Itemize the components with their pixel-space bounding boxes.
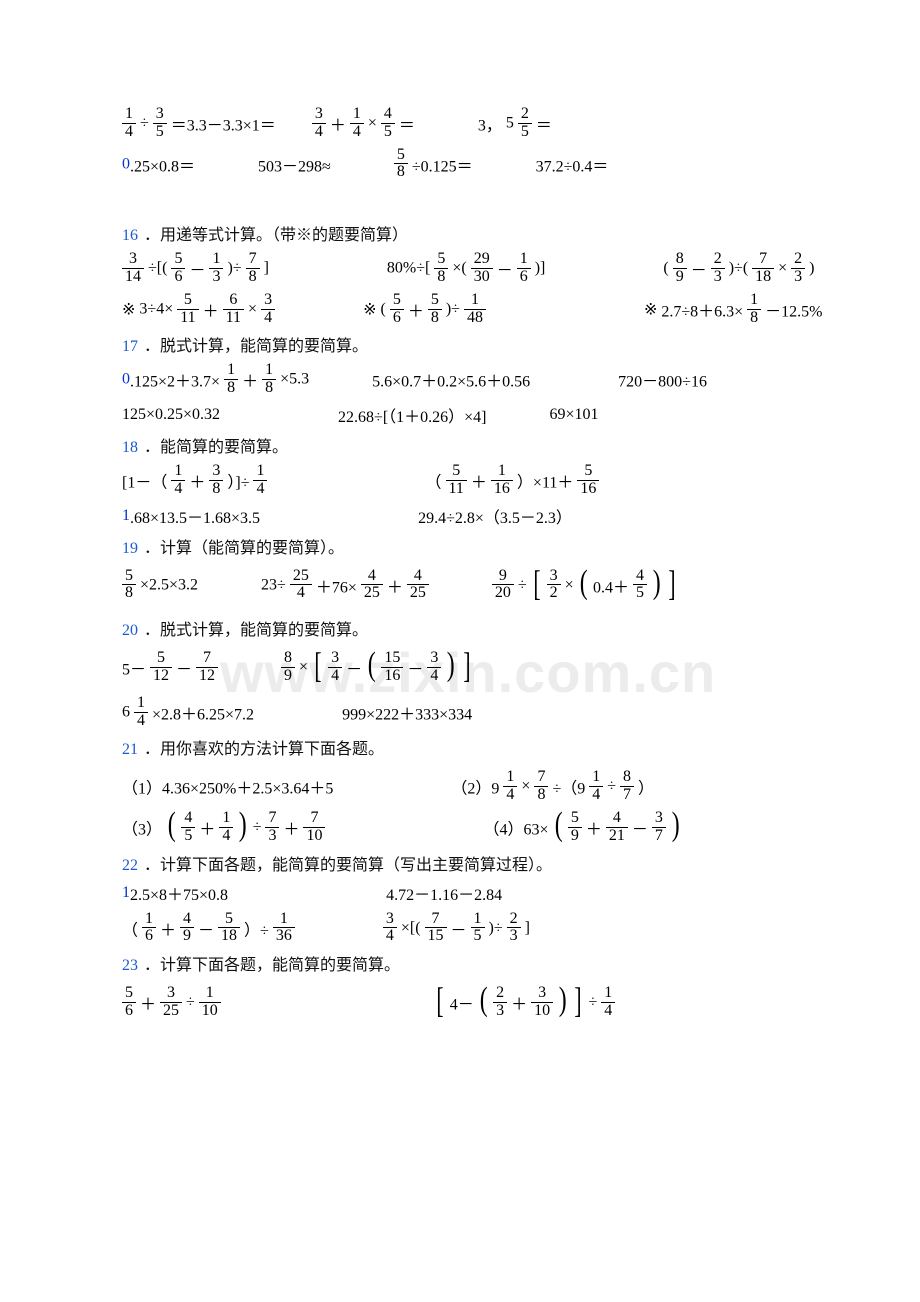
problem-heading: 21．用你喜欢的方法计算下面各题。 <box>122 735 805 759</box>
expr: ＝3.3－3.3×1＝ <box>171 117 276 134</box>
problem-heading: 22．计算下面各题，能简算的要简算（写出主要简算过程）。 <box>122 851 805 875</box>
expr-row: 6 14 ×2.8＋6.25×7.2 999×222＋333×334 <box>122 695 805 730</box>
expr-row: 5－ 512 － 712 89 × [ 34 － ( 1516 － 34 ) ] <box>122 650 805 685</box>
expr-row: 0.25×0.8＝ 503－298≈ 58 ÷0.125＝ 37.2÷0.4＝ <box>122 147 805 182</box>
expr-row: 12.5×8＋75×0.8 4.72－1.16－2.84 <box>122 881 805 905</box>
expr-row: 1.68×13.5－1.68×3.5 29.4÷2.8×（3.5－2.3） <box>122 504 805 528</box>
expr-row: （3） ( 45 ＋ 14 ) ÷ 73 ＋ 710 （4）63× ( 59 ＋… <box>122 810 805 845</box>
fraction: 14 <box>122 106 136 141</box>
problem-heading: 20．脱式计算，能简算的要简算。 <box>122 616 805 640</box>
expr-row: 58 ×2.5×3.2 23÷ 254 ＋76× 425 ＋ 425 920 ÷… <box>122 568 805 603</box>
problem-heading: 17．脱式计算，能简算的要简算。 <box>122 332 805 356</box>
expr-row: 14 ÷ 35 ＝3.3－3.3×1＝ 34 ＋ 14 × 45 ＝ 3， 5 … <box>122 106 805 141</box>
expr-row: 314 ÷[( 56 － 13 )÷ 78 ] 80%÷[ 58 ×( 2930… <box>122 251 805 286</box>
expr-row: （ 16 ＋ 49 － 518 ）÷ 136 34 ×[( 715 － 15 )… <box>122 911 805 946</box>
expr-row: （1）4.36×250%＋2.5×3.64＋5 （2）9 14 × 78 ÷（9… <box>122 769 805 804</box>
problem-heading: 16．用递等式计算。（带※的题要简算） <box>122 221 805 245</box>
document-body: 14 ÷ 35 ＝3.3－3.3×1＝ 34 ＋ 14 × 45 ＝ 3， 5 … <box>122 106 805 1020</box>
expr-row: 0.125×2＋3.7× 18 ＋ 18 ×5.3 5.6×0.7＋0.2×5.… <box>122 362 805 397</box>
problem-heading: 19．计算（能简算的要简算）。 <box>122 534 805 558</box>
expr-row: ※ 3÷4× 511 ＋ 611 × 34 ※ ( 56 ＋ 58 )÷ 148… <box>122 292 805 327</box>
expr-row: [1－（ 14 ＋ 38 ）]÷ 14 （ 511 ＋ 116 ）×11＋ 51… <box>122 463 805 498</box>
expr-row: 56 ＋ 325 ÷ 110 [ 4－ ( 23 ＋ 310 ) ] ÷ 14 <box>122 985 805 1020</box>
problem-heading: 18．能简算的要简算。 <box>122 433 805 457</box>
expr-row: 125×0.25×0.32 22.68÷[（1＋0.26）×4] 69×101 <box>122 403 805 427</box>
problem-heading: 23．计算下面各题，能简算的要简算。 <box>122 951 805 975</box>
